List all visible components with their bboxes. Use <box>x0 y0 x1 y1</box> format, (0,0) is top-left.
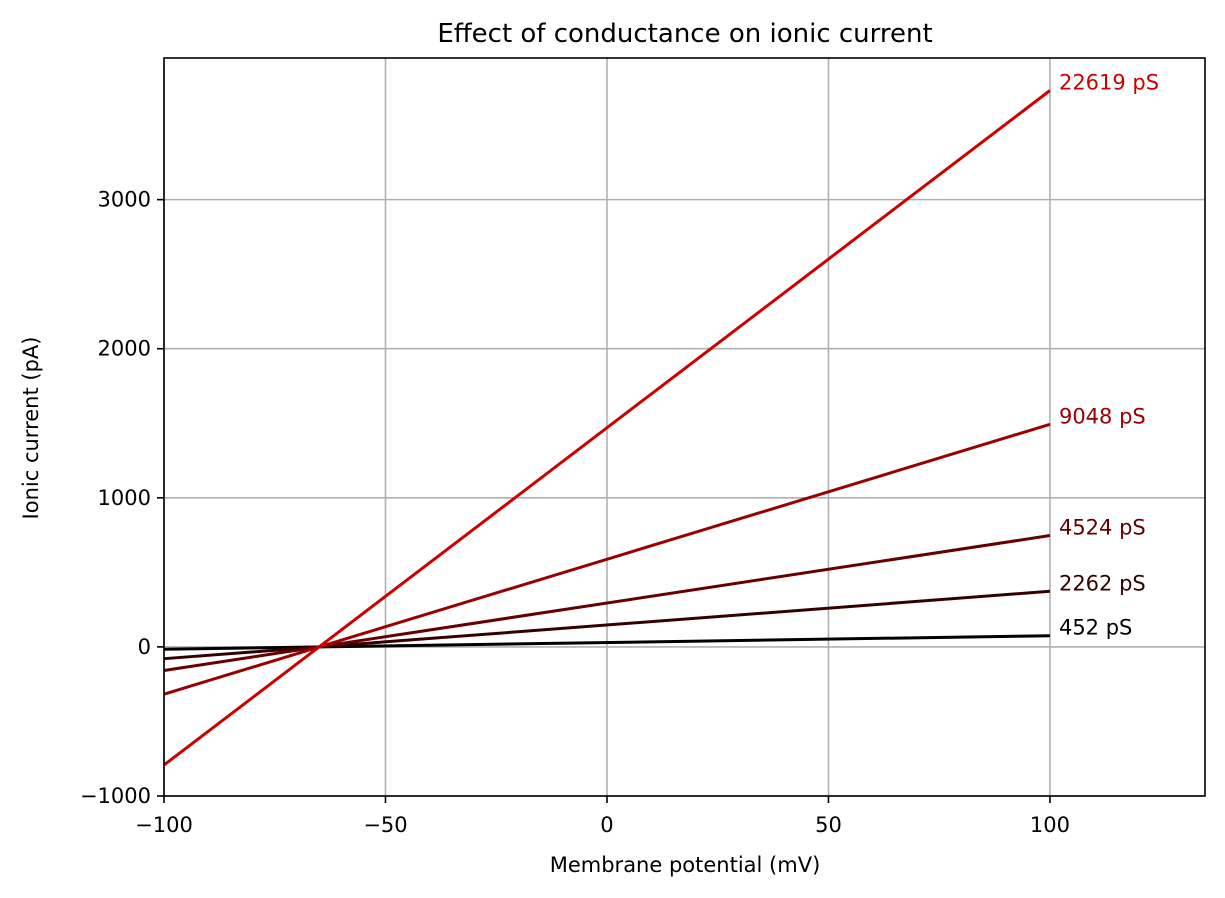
x-tick-label: −50 <box>363 813 407 837</box>
y-tick-label: 0 <box>138 635 151 659</box>
grid-layer <box>163 58 1205 797</box>
x-tick-label: 0 <box>600 813 613 837</box>
y-tick-label: 2000 <box>98 337 151 361</box>
y-tick-label: 3000 <box>98 188 151 212</box>
series-end-label: 452 pS <box>1059 616 1132 640</box>
series-label-layer: 452 pS 2262 pS 4524 pS 9048 pS 22619 pS <box>1059 71 1159 640</box>
series-end-label: 2262 pS <box>1059 571 1146 595</box>
y-tick-label: 1000 <box>98 486 151 510</box>
x-tick-label: 50 <box>815 813 842 837</box>
y-tick-label: −1000 <box>80 784 151 808</box>
x-tick-label: −100 <box>135 813 193 837</box>
x-tick-label: 100 <box>1030 813 1070 837</box>
x-axis-label: Membrane potential (mV) <box>550 853 821 877</box>
tick-layer: −100 −50 0 50 100 −1000 0 1000 2000 3000 <box>80 188 1070 837</box>
series-line <box>163 422 1051 696</box>
series-line <box>163 89 1051 767</box>
series-end-label: 22619 pS <box>1059 71 1159 95</box>
series-layer <box>163 89 1051 767</box>
series-end-label: 4524 pS <box>1059 516 1146 540</box>
plot-frame <box>163 57 1206 797</box>
series-end-label: 9048 pS <box>1059 404 1146 428</box>
chart-title: Effect of conductance on ionic current <box>437 19 932 49</box>
y-axis-label: Ionic current (pA) <box>19 337 43 520</box>
